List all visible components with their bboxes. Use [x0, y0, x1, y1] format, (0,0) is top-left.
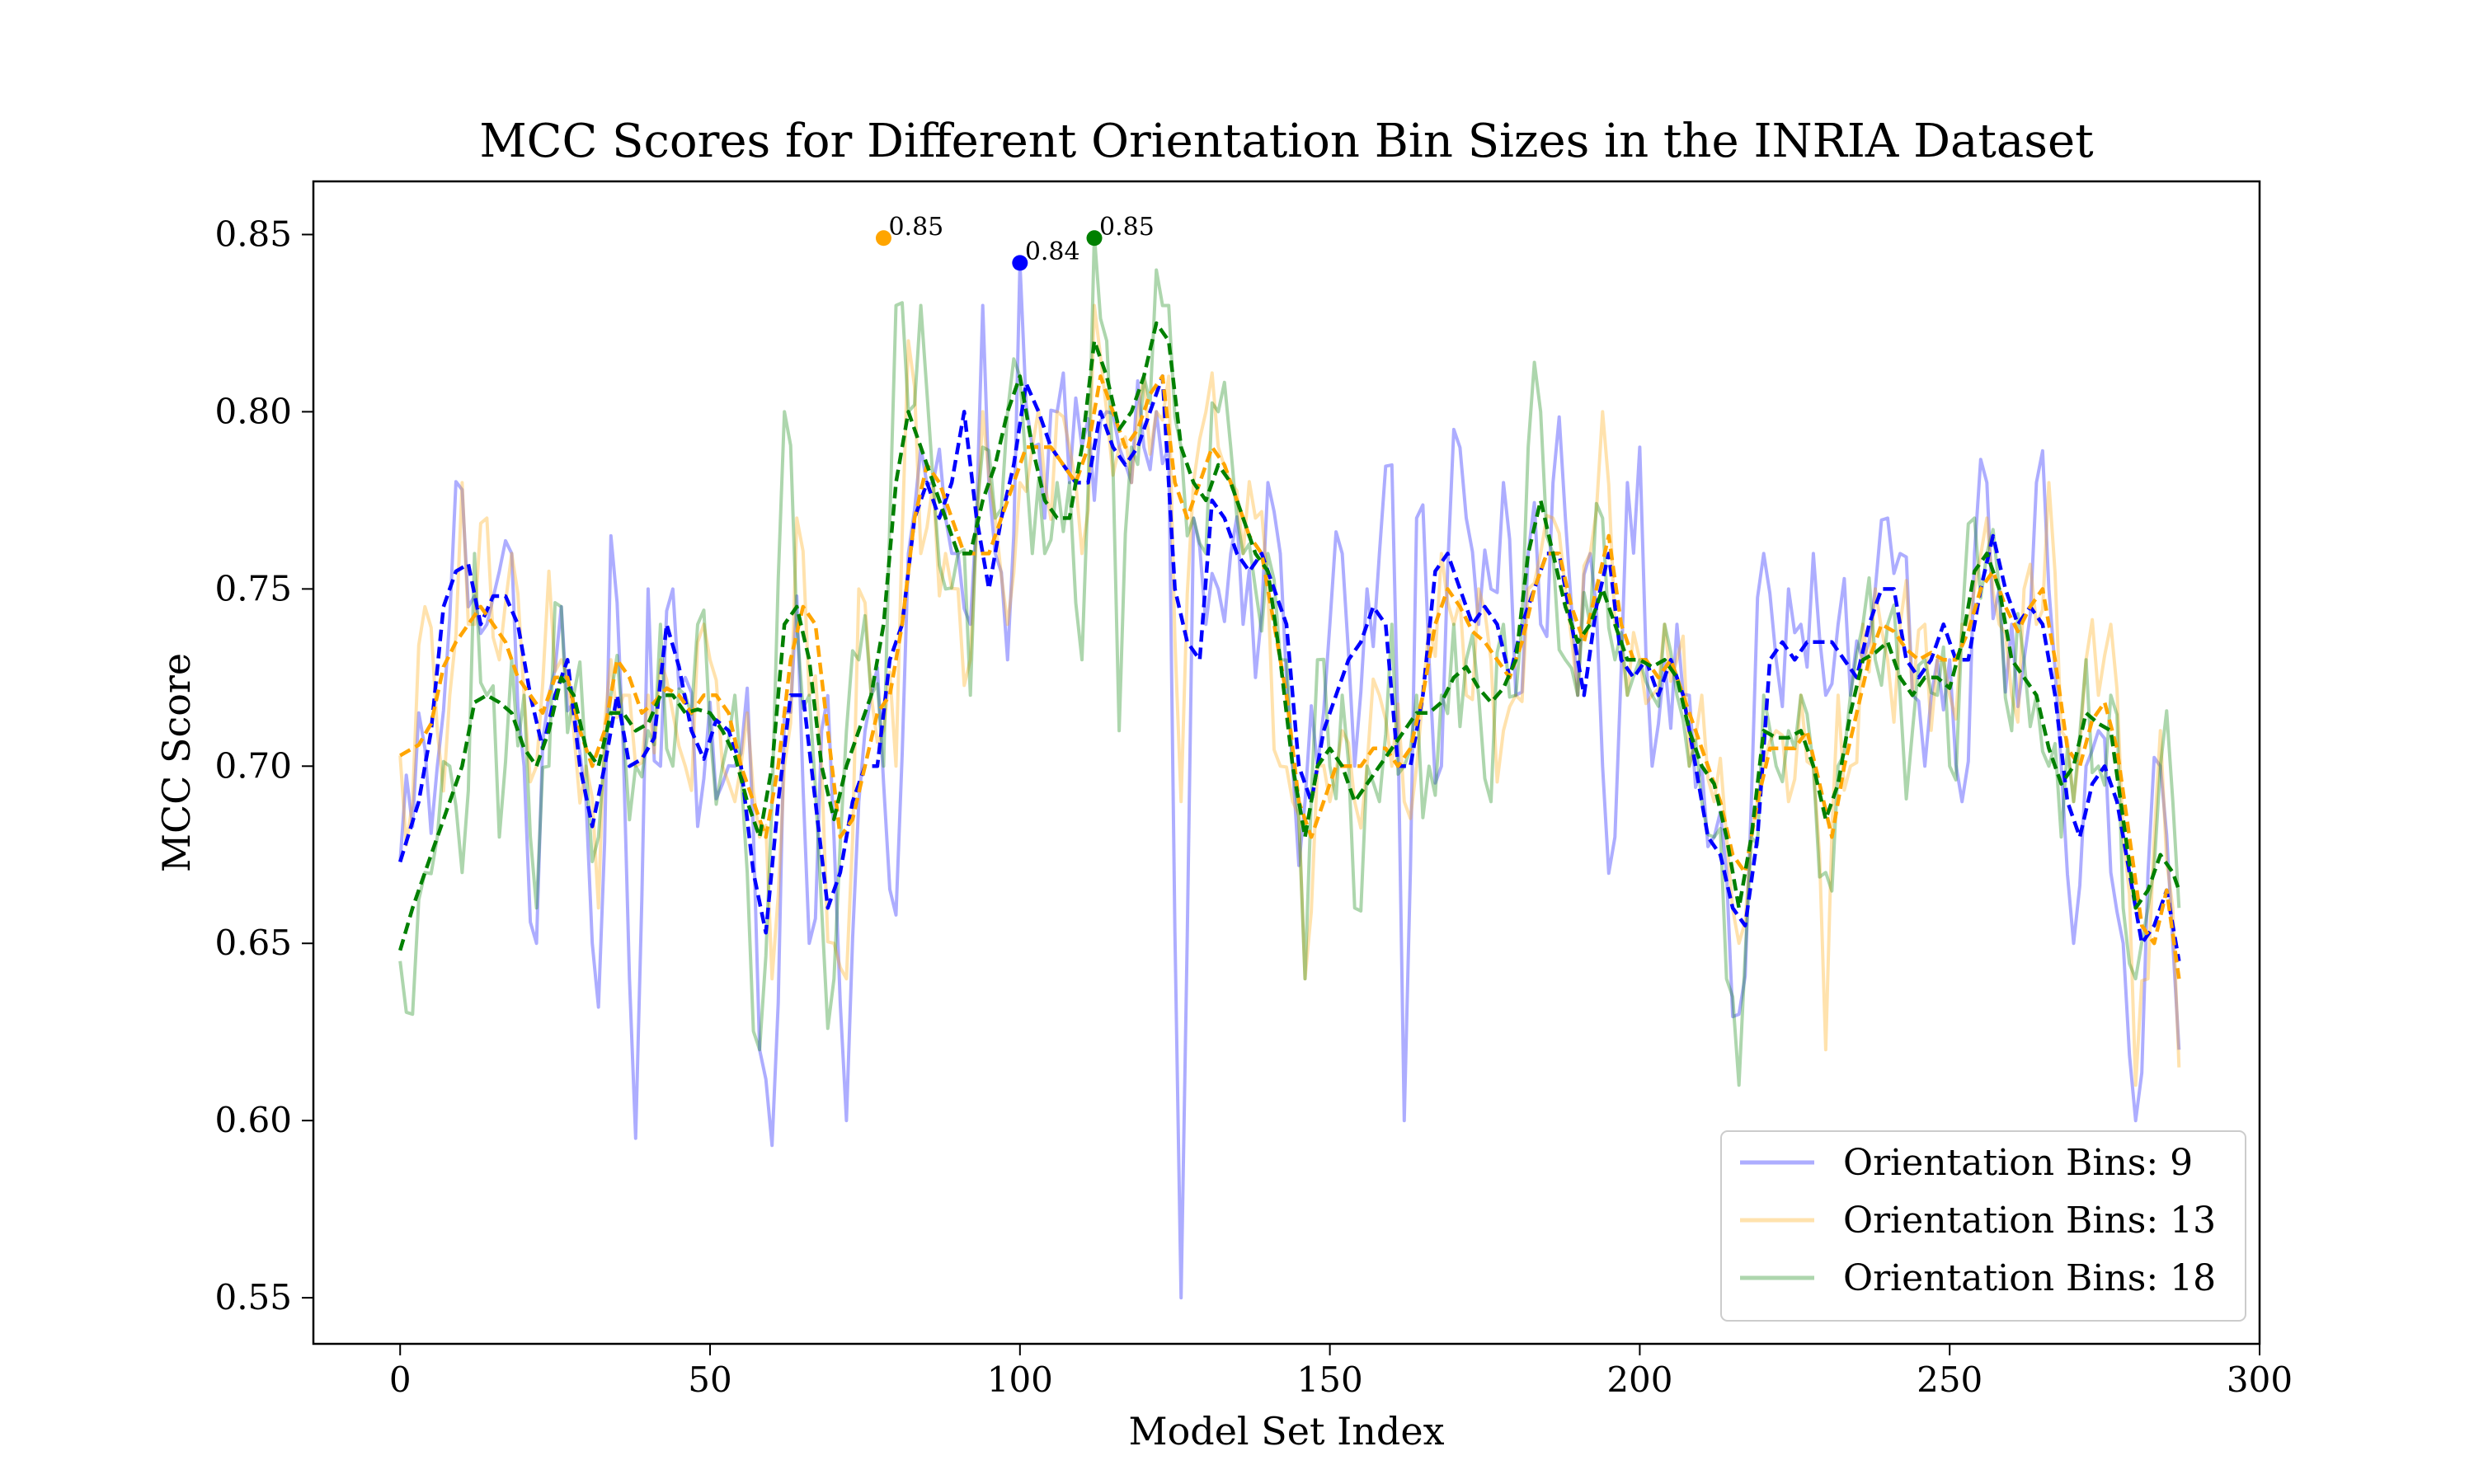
- x-tick-label: 150: [1297, 1360, 1363, 1400]
- series-smoothed-line-orientation-bins-18: [398, 321, 2181, 951]
- y-tick-label: 0.65: [214, 923, 292, 963]
- series-smoothed-line-orientation-bins-13: [399, 374, 2181, 979]
- legend-label-orientation-bins-18: Orientation Bins: 18: [1843, 1257, 2216, 1299]
- legend-label-orientation-bins-9: Orientation Bins: 9: [1843, 1142, 2193, 1184]
- plot-frame: [312, 180, 2261, 1345]
- x-tick-label: 200: [1606, 1360, 1672, 1400]
- legend-box: [1720, 1130, 2246, 1322]
- max-marker-layer: 0.84 0.85 0.85: [875, 213, 1155, 271]
- y-axis-ticks: 0.55 0.60 0.65 0.70 0.75 0.80 0.85: [214, 214, 313, 1317]
- x-tick-label: 250: [1917, 1360, 1982, 1400]
- max-label-orientation-bins-18: 0.85: [1099, 213, 1155, 242]
- smoothed-series-layer: [398, 321, 2181, 979]
- y-tick-label: 0.60: [214, 1100, 292, 1140]
- max-marker-orientation-bins-9: [1012, 255, 1028, 271]
- legend: Orientation Bins: 9 Orientation Bins: 13 O…: [1720, 1130, 2246, 1322]
- max-marker-orientation-bins-13: [875, 230, 891, 247]
- chart-title: MCC Scores for Different Orientation Bin…: [479, 115, 2094, 168]
- max-label-orientation-bins-13: 0.85: [888, 213, 943, 242]
- y-tick-label: 0.75: [214, 568, 292, 608]
- x-tick-label: 100: [987, 1360, 1053, 1400]
- max-marker-orientation-bins-18: [1086, 230, 1103, 247]
- y-axis-label: MCC Score: [154, 653, 199, 872]
- y-tick-label: 0.70: [214, 745, 292, 786]
- y-tick-label: 0.85: [214, 214, 292, 254]
- max-label-orientation-bins-9: 0.84: [1025, 237, 1080, 266]
- x-tick-label: 300: [2227, 1360, 2293, 1400]
- x-tick-label: 50: [688, 1360, 731, 1400]
- x-axis-ticks: 0 50 100 150 200 250 300: [389, 1344, 2293, 1400]
- series-line-orientation-bins-13: [398, 303, 2181, 1087]
- x-axis-label: Model Set Index: [1128, 1409, 1444, 1453]
- legend-label-orientation-bins-13: Orientation Bins: 13: [1843, 1200, 2216, 1242]
- legend-items: Orientation Bins: 9 Orientation Bins: 13 O…: [1740, 1142, 2216, 1299]
- y-tick-label: 0.80: [214, 391, 292, 431]
- x-tick-label: 0: [389, 1360, 412, 1400]
- y-tick-label: 0.55: [214, 1277, 292, 1317]
- series-smoothed-line-orientation-bins-9: [398, 374, 2181, 962]
